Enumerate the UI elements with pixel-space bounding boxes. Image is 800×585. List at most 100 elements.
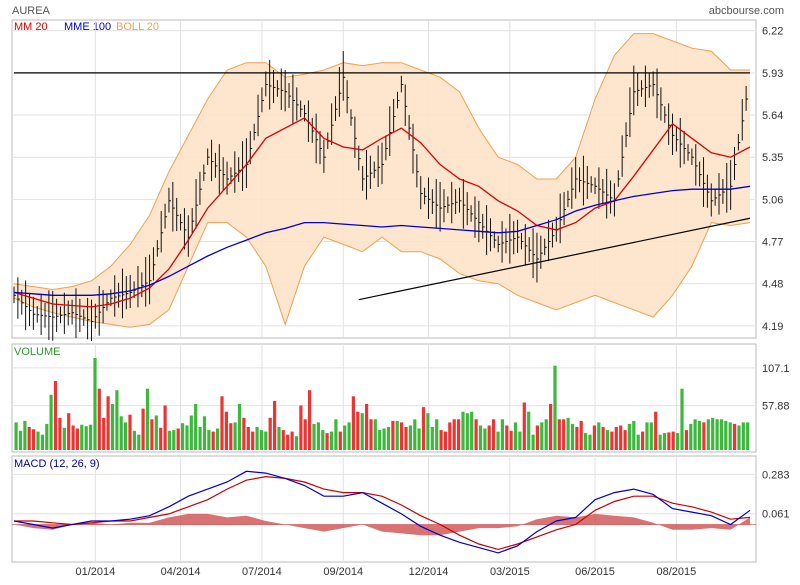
- price-tick-label: 4.77: [762, 237, 783, 249]
- volume-bar: [408, 425, 412, 450]
- price-panel-frame: [11, 19, 757, 339]
- volume-bar: [273, 400, 277, 450]
- volume-bar: [689, 423, 693, 450]
- volume-bar: [329, 431, 334, 450]
- volume-bar: [697, 420, 702, 450]
- volume-bar: [658, 434, 662, 450]
- volume-tick-label: 107.1: [762, 363, 790, 375]
- volume-bar: [513, 422, 518, 450]
- volume-panel-frame: [11, 343, 757, 453]
- volume-bar: [163, 405, 167, 450]
- volume-bar: [623, 430, 627, 450]
- legend-mme100: MME 100: [64, 21, 111, 33]
- volume-bar: [159, 427, 163, 450]
- volume-bar: [259, 430, 263, 450]
- volume-bar: [369, 419, 373, 450]
- volume-bar: [36, 431, 40, 450]
- volume-bar: [443, 431, 447, 450]
- volume-bar: [119, 416, 123, 450]
- volume-bar: [233, 422, 237, 450]
- price-tick-label: 5.35: [762, 152, 783, 164]
- x-tick-label: 06/2015: [575, 566, 615, 578]
- volume-bar: [18, 430, 23, 450]
- volume-bar: [382, 428, 386, 450]
- volume-bar: [421, 407, 426, 450]
- volume-bar: [575, 427, 579, 450]
- volume-bar: [527, 411, 531, 450]
- volume-bar: [229, 423, 233, 450]
- volume-bar: [400, 422, 404, 450]
- volume-bar: [343, 425, 347, 450]
- volume-bar: [496, 431, 500, 450]
- volume-bar: [137, 434, 141, 450]
- volume-bar: [268, 417, 272, 450]
- volume-bar: [492, 419, 496, 450]
- volume-bar: [500, 419, 504, 450]
- volume-bar: [303, 419, 307, 450]
- price-tick-label: 5.06: [762, 194, 783, 206]
- volume-bar: [671, 431, 675, 450]
- volume-bar: [32, 429, 36, 450]
- source-label: abcbourse.com: [709, 5, 784, 17]
- volume-bar: [391, 420, 395, 450]
- volume-bar: [461, 411, 465, 450]
- volume-bar: [386, 427, 391, 450]
- volume-bar: [522, 402, 526, 450]
- volume-bar: [67, 413, 71, 450]
- volume-bar: [614, 427, 618, 450]
- x-tick-label: 09/2014: [323, 566, 363, 578]
- volume-bar: [702, 422, 706, 450]
- volume-bar: [75, 428, 79, 450]
- volume-bar: [592, 425, 596, 450]
- volume-bar: [277, 427, 281, 450]
- volume-bar: [544, 419, 548, 450]
- legend-mm20: MM 20: [14, 21, 48, 33]
- volume-panel-title: VOLUME: [14, 346, 60, 358]
- volume-bar: [211, 431, 215, 450]
- volume-bar: [194, 404, 198, 450]
- volume-bar: [470, 411, 474, 450]
- volume-bar: [641, 431, 645, 450]
- macd-line: [13, 470, 751, 554]
- volume-bar: [426, 413, 430, 450]
- volume-bar: [198, 427, 202, 450]
- volume-bar: [71, 425, 75, 450]
- volume-bar: [290, 431, 294, 450]
- volume-bar: [242, 417, 246, 450]
- volume-tick-label: 57.88: [762, 401, 790, 413]
- x-tick-label: 03/2015: [490, 566, 530, 578]
- price-tick-label: 4.48: [762, 279, 783, 291]
- price-panel: 6.22 5.93 5.64 5.35 5.06 4.77 4.48 4.19 01/2014 0…: [12, 20, 783, 578]
- x-tick-label: 07/2014: [242, 566, 282, 578]
- volume-bar: [321, 430, 325, 450]
- volume-bar: [570, 423, 575, 450]
- volume-bar: [351, 396, 355, 450]
- volume-bar: [693, 419, 697, 450]
- volume-bar: [84, 426, 88, 450]
- volume-bar: [540, 422, 544, 450]
- volume-bar: [680, 388, 684, 450]
- volume-bar: [662, 433, 667, 450]
- volume-bar: [106, 396, 110, 450]
- volume-bar: [264, 431, 268, 450]
- volume-bar: [741, 422, 745, 450]
- price-tick-label: 5.93: [762, 68, 783, 80]
- volume-bar: [478, 425, 483, 450]
- volume-bar: [549, 404, 553, 450]
- macd-tick-label: 0.283: [762, 469, 790, 481]
- macd-panel: 0.283 0.061: [12, 456, 790, 562]
- volume-bar: [636, 434, 640, 450]
- volume-bar: [110, 404, 115, 450]
- volume-bar: [715, 419, 719, 450]
- volume-bar: [465, 413, 469, 450]
- volume-bar: [132, 430, 136, 450]
- volume-bar: [439, 430, 443, 450]
- x-tick-label: 12/2014: [409, 566, 449, 578]
- volume-bar: [246, 427, 250, 450]
- volume-bar: [452, 419, 456, 450]
- volume-bar: [531, 434, 535, 450]
- volume-bar: [299, 405, 303, 450]
- volume-bar: [365, 404, 369, 450]
- volume-bar: [724, 420, 728, 450]
- volume-bar: [746, 422, 750, 450]
